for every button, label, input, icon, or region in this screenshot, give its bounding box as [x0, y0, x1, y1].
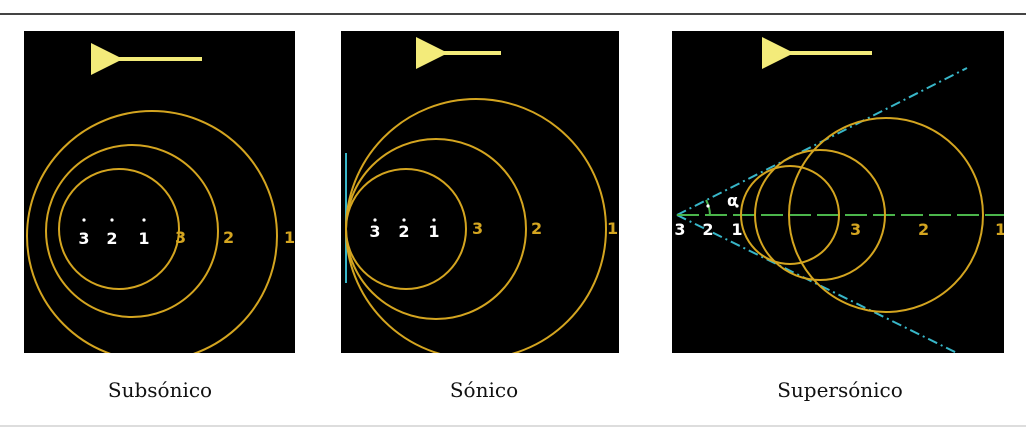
mach-cone-lower: [676, 214, 958, 353]
panel-sonico: 3 2 1 3 2 1: [341, 31, 619, 353]
angle-alpha-label: α: [727, 191, 738, 210]
wave-circle-2: [45, 144, 219, 318]
wave-label-3: 3: [472, 219, 483, 238]
panel-subsonico: 3 2 1 3 2 1: [24, 31, 295, 353]
source-label-1: 1: [138, 229, 149, 248]
source-label-1: 1: [428, 222, 439, 241]
wave-label-2: 2: [531, 219, 542, 238]
panel-supersonico: α 3 2 1 3 2 1: [672, 31, 1004, 353]
wave-label-3: 3: [175, 228, 186, 247]
source-label-3: 3: [369, 222, 380, 241]
wave-label-2: 2: [223, 228, 234, 247]
bottom-rule: [0, 425, 1026, 427]
wave-label-1: 1: [607, 219, 618, 238]
caption-subsonico: Subsónico: [107, 378, 213, 402]
source-label-2: 2: [702, 220, 713, 239]
source-dot-3: [82, 218, 86, 222]
source-label-1: 1: [731, 220, 742, 239]
source-dot-2: [706, 204, 710, 208]
source-dot-2: [402, 218, 406, 222]
source-label-2: 2: [398, 222, 409, 241]
wave-label-1: 1: [995, 220, 1004, 239]
wave-label-3: 3: [850, 220, 861, 239]
source-dot-1: [735, 204, 739, 208]
caption-sonico: Sónico: [449, 378, 519, 402]
caption-supersonico: Supersónico: [777, 378, 903, 402]
wave-circle-3: [345, 168, 467, 290]
wave-circle-1: [788, 117, 984, 313]
source-dot-1: [432, 218, 436, 222]
top-rule: [0, 13, 1026, 15]
wave-circle-3: [740, 165, 840, 265]
wave-label-2: 2: [918, 220, 929, 239]
source-label-3: 3: [674, 220, 685, 239]
source-dot-3: [373, 218, 377, 222]
wave-label-1: 1: [284, 228, 295, 247]
source-dot-2: [110, 218, 114, 222]
source-label-3: 3: [78, 229, 89, 248]
wave-circle-1: [26, 110, 278, 353]
wave-circle-2: [754, 149, 886, 281]
wave-circle-3: [58, 168, 180, 290]
source-dot-1: [142, 218, 146, 222]
source-label-2: 2: [106, 229, 117, 248]
